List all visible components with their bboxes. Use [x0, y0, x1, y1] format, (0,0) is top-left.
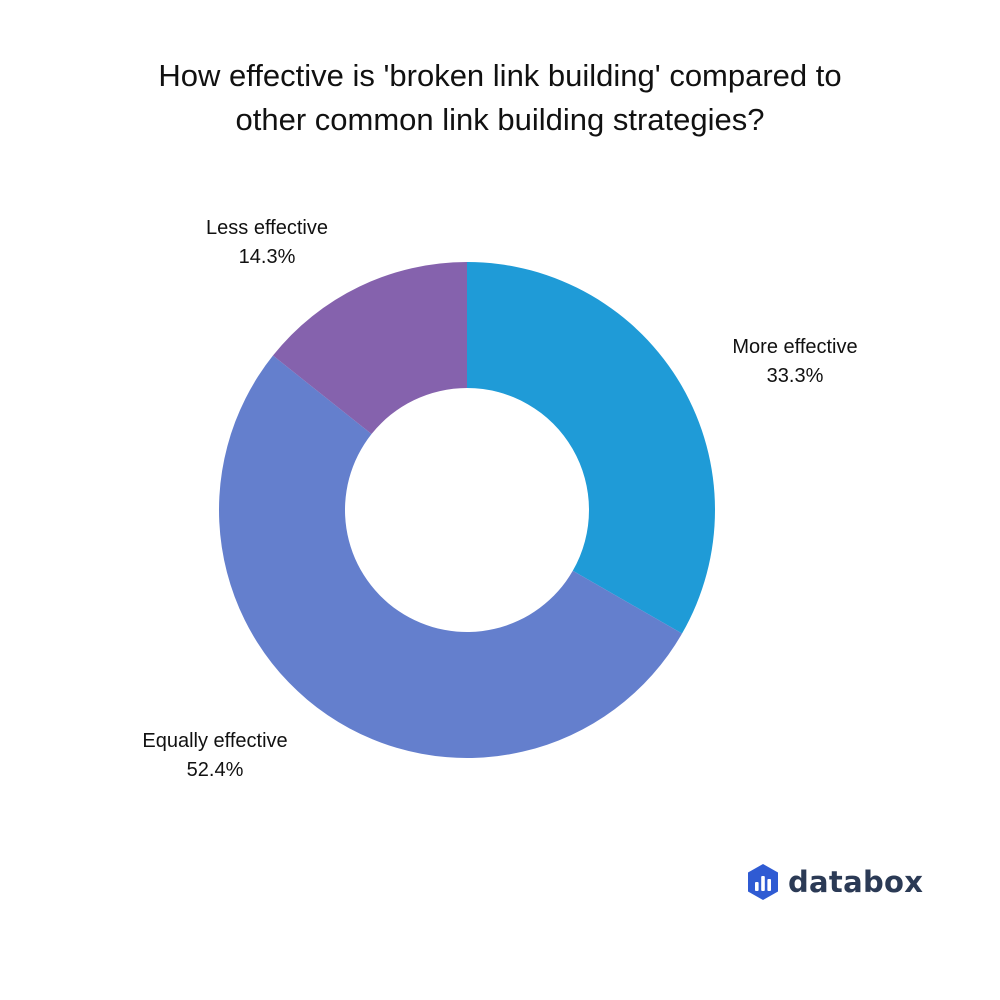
brand-name: databox — [788, 865, 924, 899]
slice-category-less-effective: Less effective — [206, 217, 328, 239]
donut-slice-equally-effective — [218, 355, 683, 759]
slice-value-equally-effective: 52.4% — [186, 759, 244, 781]
databox-logo: databox — [746, 862, 923, 902]
chart-title-line-1: How effective is 'broken link building' … — [158, 58, 842, 93]
slice-category-equally-effective: Equally effective — [142, 730, 288, 752]
donut-slice-less-effective — [272, 262, 467, 435]
slice-label-more-effective: More effective 33.3% — [670, 333, 920, 391]
chart-title-line-2: other common link building strategies? — [235, 102, 765, 137]
slice-label-less-effective: Less effective 14.3% — [142, 214, 392, 272]
slice-label-equally-effective: Equally effective 52.4% — [90, 727, 340, 785]
slice-category-more-effective: More effective — [732, 336, 858, 358]
databox-logo-icon — [748, 864, 778, 900]
slice-value-more-effective: 33.3% — [766, 365, 824, 387]
slice-value-less-effective: 14.3% — [238, 246, 296, 268]
donut-slice-more-effective — [467, 262, 715, 634]
chart-title: How effective is 'broken link building' … — [60, 54, 940, 142]
